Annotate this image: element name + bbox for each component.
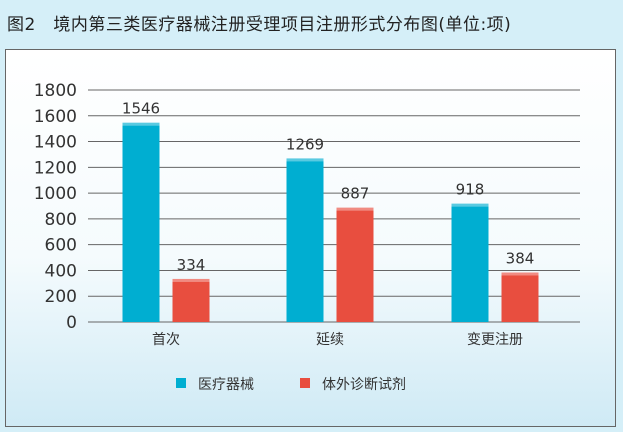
data-label: 918: [456, 181, 485, 199]
y-tick-label: 200: [45, 287, 77, 307]
y-tick-label: 1800: [34, 81, 77, 101]
y-tick-label: 800: [45, 210, 77, 230]
x-tick-label: 变更注册: [467, 332, 523, 348]
legend-swatch: [300, 378, 310, 388]
y-tick-label: 0: [66, 313, 77, 333]
y-tick-label: 400: [45, 261, 77, 281]
x-tick-label: 延续: [316, 331, 344, 348]
data-label: 384: [506, 250, 535, 268]
bar-0: [286, 158, 324, 322]
bar-highlight: [451, 203, 489, 207]
y-tick-label: 1000: [34, 184, 77, 204]
data-label: 887: [341, 185, 370, 203]
legend-label: 体外诊断试剂: [322, 377, 406, 393]
bar-1: [501, 272, 539, 322]
bar-0: [122, 122, 160, 322]
legend-label: 医疗器械: [198, 377, 254, 393]
y-tick-label: 600: [45, 236, 77, 256]
data-label: 1546: [122, 100, 160, 118]
bar-1: [336, 207, 374, 322]
bar-highlight: [501, 272, 539, 276]
bar-0: [451, 203, 489, 322]
x-tick-label: 首次: [152, 332, 180, 348]
legend-swatch: [176, 378, 186, 388]
y-tick-label: 1600: [34, 107, 77, 127]
chart-title: 图2 境内第三类医疗器械注册受理项目注册形式分布图(单位:项): [7, 15, 512, 35]
bar-highlight: [336, 207, 374, 211]
y-tick-label: 1400: [34, 133, 77, 153]
data-label: 1269: [286, 135, 324, 153]
y-tick-label: 1200: [34, 158, 77, 178]
bar-highlight: [172, 278, 210, 282]
data-label: 334: [177, 256, 206, 274]
bar-highlight: [286, 158, 324, 162]
bar-highlight: [122, 122, 160, 126]
bar-1: [172, 278, 210, 322]
